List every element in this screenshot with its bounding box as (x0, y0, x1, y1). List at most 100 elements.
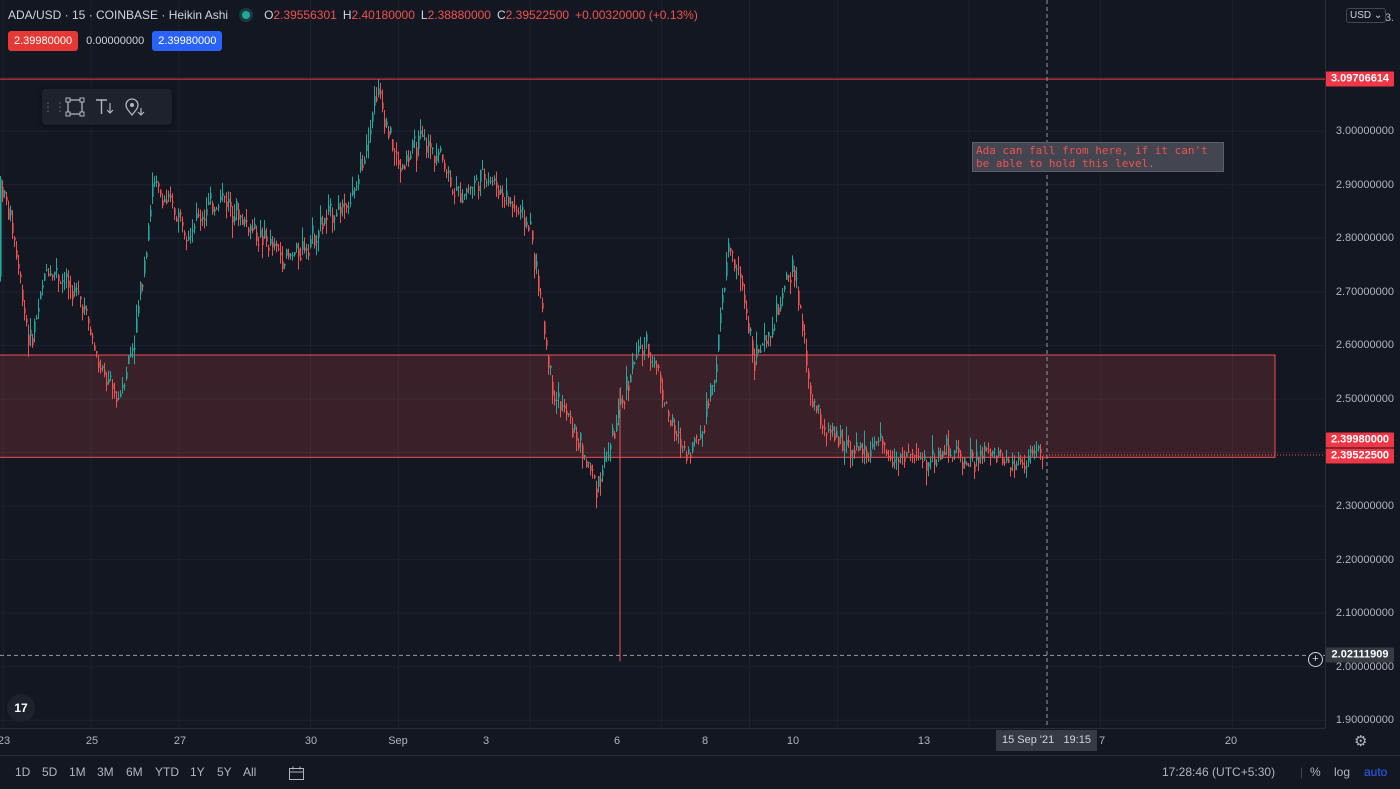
candle-body (352, 190, 354, 196)
range-button-3m[interactable]: 3M (97, 765, 114, 779)
percent-toggle[interactable]: % (1310, 765, 1321, 779)
candle-body (888, 455, 890, 458)
candle-body (588, 462, 590, 464)
rectangle-tool-icon[interactable] (60, 92, 90, 122)
candle-body (292, 255, 294, 257)
candle-body (406, 154, 408, 162)
candle-body (496, 182, 498, 189)
candle-body (622, 399, 624, 404)
calendar-goto-icon[interactable] (288, 765, 306, 784)
settings-gear-icon[interactable]: ⚙ (1354, 733, 1368, 750)
candle-body (586, 461, 588, 467)
range-button-6m[interactable]: 6M (126, 765, 143, 779)
candle-body (550, 365, 552, 369)
add-alert-plus-icon[interactable]: + (1308, 652, 1323, 667)
range-button-5y[interactable]: 5Y (217, 765, 232, 779)
candle-body (172, 201, 174, 203)
candle-body (76, 288, 78, 290)
range-button-all[interactable]: All (243, 765, 257, 779)
candle-body (932, 449, 934, 455)
candle-body (348, 207, 350, 209)
time-axis[interactable]: 23 25 27 30 Sep 3 6 8 10 13 7 20 15 Sep '21 19:15 (0, 728, 1325, 755)
candle-body (846, 439, 848, 446)
range-button-1m[interactable]: 1M (69, 765, 86, 779)
candle-body (228, 198, 230, 203)
sell-button[interactable]: 2.39980000 (8, 31, 79, 51)
candle-body (198, 214, 200, 216)
candle-body (262, 236, 264, 246)
candle-body (684, 446, 686, 448)
candle-body (392, 139, 394, 151)
tradingview-logo[interactable]: 17 (7, 694, 35, 722)
candle-body (868, 459, 870, 461)
candle-body (742, 282, 744, 287)
candle-body (852, 449, 854, 453)
last-price-label: 2.39522500 (1326, 448, 1394, 464)
candle-body (764, 335, 766, 341)
candle-body (930, 460, 932, 463)
candle-body (256, 232, 258, 242)
candle-body (450, 177, 452, 187)
resistance-zone (0, 354, 1276, 458)
candle-body (952, 457, 954, 459)
candle-body (1002, 457, 1004, 464)
candles (0, 79, 1044, 662)
horizontal-line-price-label: 3.09706614 (1326, 71, 1394, 87)
range-button-ytd[interactable]: YTD (155, 765, 179, 779)
range-button-1y[interactable]: 1Y (190, 765, 205, 779)
candle-body (24, 307, 26, 314)
drag-handle-icon[interactable]: ⋮⋮ (42, 100, 66, 114)
candle-body (828, 428, 830, 431)
currency-selector[interactable]: USD ⌄ (1346, 8, 1387, 23)
candle-body (914, 455, 916, 457)
candle-body (830, 430, 832, 433)
candle-body (308, 252, 310, 257)
symbol-title[interactable]: ADA/USD · 15 · COINBASE · Heikin Ashi (8, 8, 229, 22)
candle-body (778, 308, 780, 315)
candle-body (772, 328, 774, 335)
buy-button[interactable]: 2.39980000 (152, 31, 223, 51)
candle-body (928, 462, 930, 467)
chart-annotation[interactable]: Ada can fall from here, if it can't be a… (972, 142, 1224, 172)
range-button-5d[interactable]: 5D (42, 765, 58, 779)
price-tick-label: 2.80000000 (1335, 232, 1394, 245)
candle-body (872, 443, 874, 448)
candle-body (962, 461, 964, 469)
time-tick-label: 25 (85, 735, 99, 747)
text-tool-icon[interactable] (90, 92, 120, 122)
clock-timezone[interactable]: 17:28:46 (UTC+5:30) (1162, 765, 1276, 779)
candle-body (520, 209, 522, 213)
time-tick-label: 23 (0, 735, 11, 747)
anchor-marker-icon[interactable] (120, 92, 150, 122)
candle-body (140, 282, 142, 295)
candle-body (22, 289, 24, 302)
candle-body (912, 453, 914, 456)
candle-body (1040, 449, 1042, 454)
price-chart[interactable] (0, 0, 1325, 728)
candle-body (698, 439, 700, 441)
candle-body (566, 410, 568, 415)
candle-body (162, 200, 164, 206)
price-axis[interactable]: 3. 3.00000000 2.90000000 2.80000000 2.700000… (1325, 0, 1400, 728)
candle-body (218, 206, 220, 208)
candle-body (56, 268, 58, 271)
candle-body (192, 229, 194, 232)
candle-body (574, 424, 576, 430)
candle-body (734, 259, 736, 269)
range-button-1d[interactable]: 1D (15, 765, 31, 779)
candle-body (52, 274, 54, 278)
candle-body (306, 248, 308, 251)
candle-body (456, 187, 458, 191)
price-tick-label: 2.70000000 (1335, 285, 1394, 298)
price-tick-label: 1.90000000 (1335, 714, 1394, 727)
candle-body (906, 452, 908, 457)
candle-body (386, 121, 388, 126)
auto-scale-toggle[interactable]: auto (1364, 765, 1388, 779)
candle-body (270, 238, 272, 245)
candle-body (800, 306, 802, 309)
candle-body (606, 452, 608, 454)
candle-body (134, 347, 136, 350)
candle-body (848, 440, 850, 442)
log-toggle[interactable]: log (1334, 765, 1351, 779)
candle-body (994, 449, 996, 451)
